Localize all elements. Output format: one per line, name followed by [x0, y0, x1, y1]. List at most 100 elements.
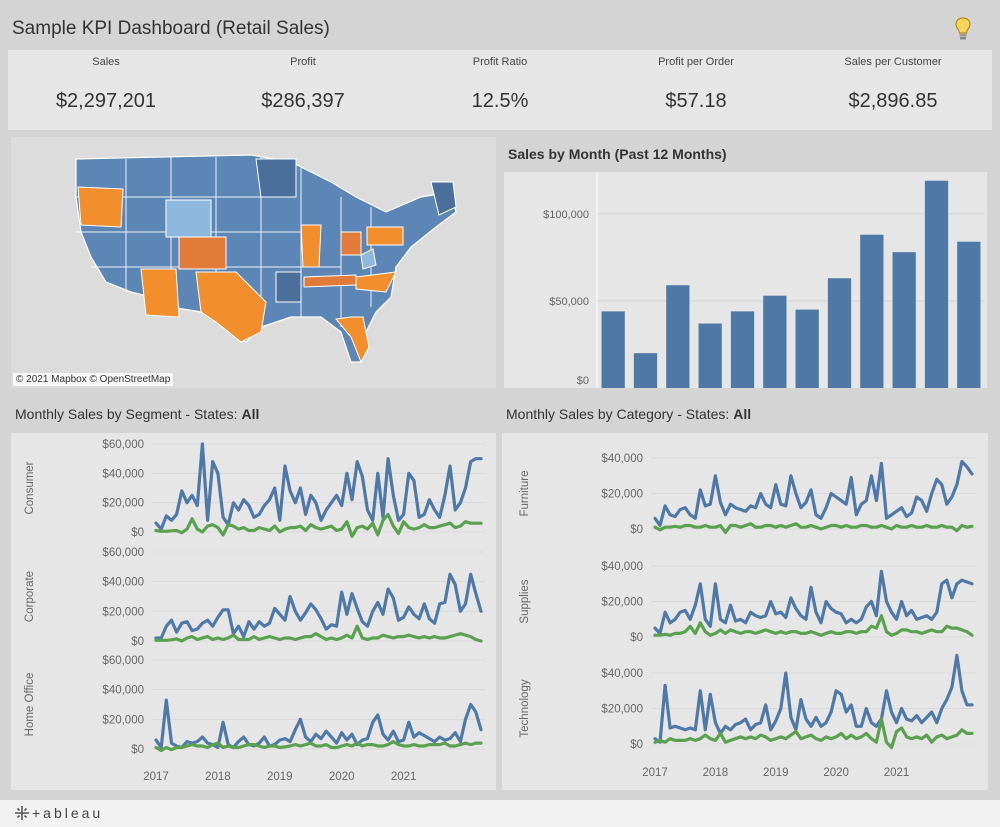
row-label: Home Office: [24, 673, 36, 737]
bar[interactable]: [633, 353, 658, 388]
y-tick-label: $40,000: [102, 685, 144, 697]
state-florida[interactable]: [335, 316, 370, 364]
bar[interactable]: [795, 309, 819, 388]
y-tick-label: $40,000: [601, 561, 643, 573]
x-tick-label: 2017: [143, 771, 169, 783]
footer: +ableau: [0, 800, 1000, 827]
bar[interactable]: [730, 311, 755, 388]
bar[interactable]: [860, 234, 884, 388]
state-west-virginia[interactable]: [360, 248, 377, 270]
sales-line[interactable]: [653, 653, 974, 744]
state-tennessee[interactable]: [303, 274, 357, 288]
kpi-label: Profit Ratio: [472, 56, 528, 68]
category-panel[interactable]: $0 $20,000 $40,000 Furniture $0 $20,000 $40,00…: [502, 433, 988, 790]
us-map[interactable]: [11, 137, 496, 388]
y-tick-label: $100,000: [543, 209, 589, 221]
sales-line[interactable]: [653, 459, 974, 528]
row-label: Corporate: [24, 571, 36, 622]
kpi-value: $57.18: [665, 90, 727, 112]
kpi-profit-ratio[interactable]: Profit Ratio 12.5%: [402, 50, 598, 130]
bar[interactable]: [601, 311, 625, 388]
y-tick-label: $40,000: [102, 577, 144, 589]
state-maine[interactable]: [430, 181, 457, 216]
x-tick-label: 2020: [823, 767, 849, 779]
sales-line[interactable]: [154, 572, 483, 640]
state-oregon[interactable]: [77, 186, 124, 228]
bar[interactable]: [666, 285, 690, 388]
profit-line[interactable]: [154, 512, 483, 539]
page-title: Sample KPI Dashboard (Retail Sales): [12, 18, 330, 39]
y-tick-label: $40,000: [601, 453, 643, 465]
bar[interactable]: [924, 180, 949, 388]
segment-panel-title: Monthly Sales by Segment - States: All: [15, 406, 259, 422]
bar[interactable]: [763, 295, 787, 388]
profit-line[interactable]: [653, 717, 974, 750]
segment-chart[interactable]: $0 $20,000 $40,000 $60,000 Consumer $0 $20,000…: [11, 433, 496, 790]
y-tick-label: $60,000: [102, 439, 144, 451]
row-label: Technology: [519, 679, 531, 737]
kpi-value: 12.5%: [471, 90, 529, 112]
state-illinois[interactable]: [300, 224, 322, 268]
category-title-state[interactable]: All: [733, 406, 752, 422]
sales-line[interactable]: [653, 569, 974, 635]
profit-line[interactable]: [154, 740, 483, 753]
x-tick-label: 2018: [703, 767, 729, 779]
x-tick-label: 2019: [763, 767, 789, 779]
state-texas[interactable]: [195, 271, 267, 343]
x-tick-label: 2021: [884, 767, 910, 779]
state-minnesota[interactable]: [255, 158, 297, 198]
state-arkansas[interactable]: [275, 271, 302, 303]
y-tick-label: $50,000: [549, 296, 589, 308]
profit-line[interactable]: [653, 614, 974, 637]
segment-title-state[interactable]: All: [241, 406, 260, 422]
category-panel-title: Monthly Sales by Category - States: All: [506, 406, 751, 422]
y-tick-label: $0: [131, 636, 144, 648]
map-panel[interactable]: [11, 137, 496, 388]
y-tick-label: $60,000: [102, 655, 144, 667]
kpi-profit-per-order[interactable]: Profit per Order $57.18: [598, 50, 794, 130]
y-tick-label: $20,000: [102, 714, 144, 726]
x-tick-label: 2019: [267, 771, 293, 783]
profit-line[interactable]: [653, 522, 974, 535]
bar[interactable]: [957, 241, 981, 388]
category-chart[interactable]: $0 $20,000 $40,000 Furniture $0 $20,000 $40,00…: [502, 433, 988, 790]
kpi-sales[interactable]: Sales $2,297,201: [8, 50, 204, 130]
sales-by-month-chart[interactable]: $0 $50,000 $100,000: [504, 172, 987, 388]
row-label: Supplies: [519, 579, 531, 623]
state-ohio[interactable]: [340, 231, 362, 256]
profit-line[interactable]: [154, 624, 483, 643]
kpi-value: $286,397: [261, 90, 345, 112]
kpi-value: $2,896.85: [848, 90, 938, 112]
state-colorado[interactable]: [178, 236, 227, 270]
bar[interactable]: [827, 278, 852, 388]
bar[interactable]: [892, 252, 916, 388]
kpi-profit[interactable]: Profit $286,397: [205, 50, 401, 130]
y-tick-label: $60,000: [102, 547, 144, 559]
sales-by-month-panel[interactable]: $0 $50,000 $100,000: [504, 172, 987, 388]
sales-by-month-title: Sales by Month (Past 12 Months): [508, 146, 727, 162]
state-wyoming[interactable]: [165, 199, 212, 238]
sales-line[interactable]: [154, 442, 483, 531]
x-tick-label: 2020: [329, 771, 355, 783]
kpi-label: Profit per Order: [658, 56, 734, 68]
segment-title-prefix: Monthly Sales by Segment - States:: [15, 406, 242, 422]
lightbulb-icon[interactable]: [952, 16, 974, 42]
state-pennsylvania[interactable]: [366, 226, 404, 246]
kpi-label: Sales: [92, 56, 120, 68]
y-tick-label: $40,000: [601, 668, 643, 680]
y-tick-label: $0: [630, 632, 643, 644]
state-north-carolina[interactable]: [355, 271, 397, 293]
y-tick-label: $0: [630, 739, 643, 751]
sales-line[interactable]: [154, 698, 483, 750]
x-tick-label: 2018: [205, 771, 231, 783]
segment-panel[interactable]: $0 $20,000 $40,000 $60,000 Consumer $0 $20,000…: [11, 433, 496, 790]
map-attribution[interactable]: © 2021 Mapbox © OpenStreetMap: [13, 373, 174, 386]
kpi-sales-per-customer[interactable]: Sales per Customer $2,896.85: [795, 50, 991, 130]
x-tick-label: 2021: [391, 771, 417, 783]
tableau-logo-text[interactable]: +ableau: [32, 805, 104, 821]
state-arizona[interactable]: [140, 268, 180, 318]
y-tick-label: $20,000: [601, 597, 643, 609]
bar[interactable]: [698, 323, 722, 388]
tableau-logo-icon[interactable]: [14, 805, 30, 821]
kpi-bar: Sales $2,297,201 Profit $286,397 Profit …: [8, 50, 992, 130]
